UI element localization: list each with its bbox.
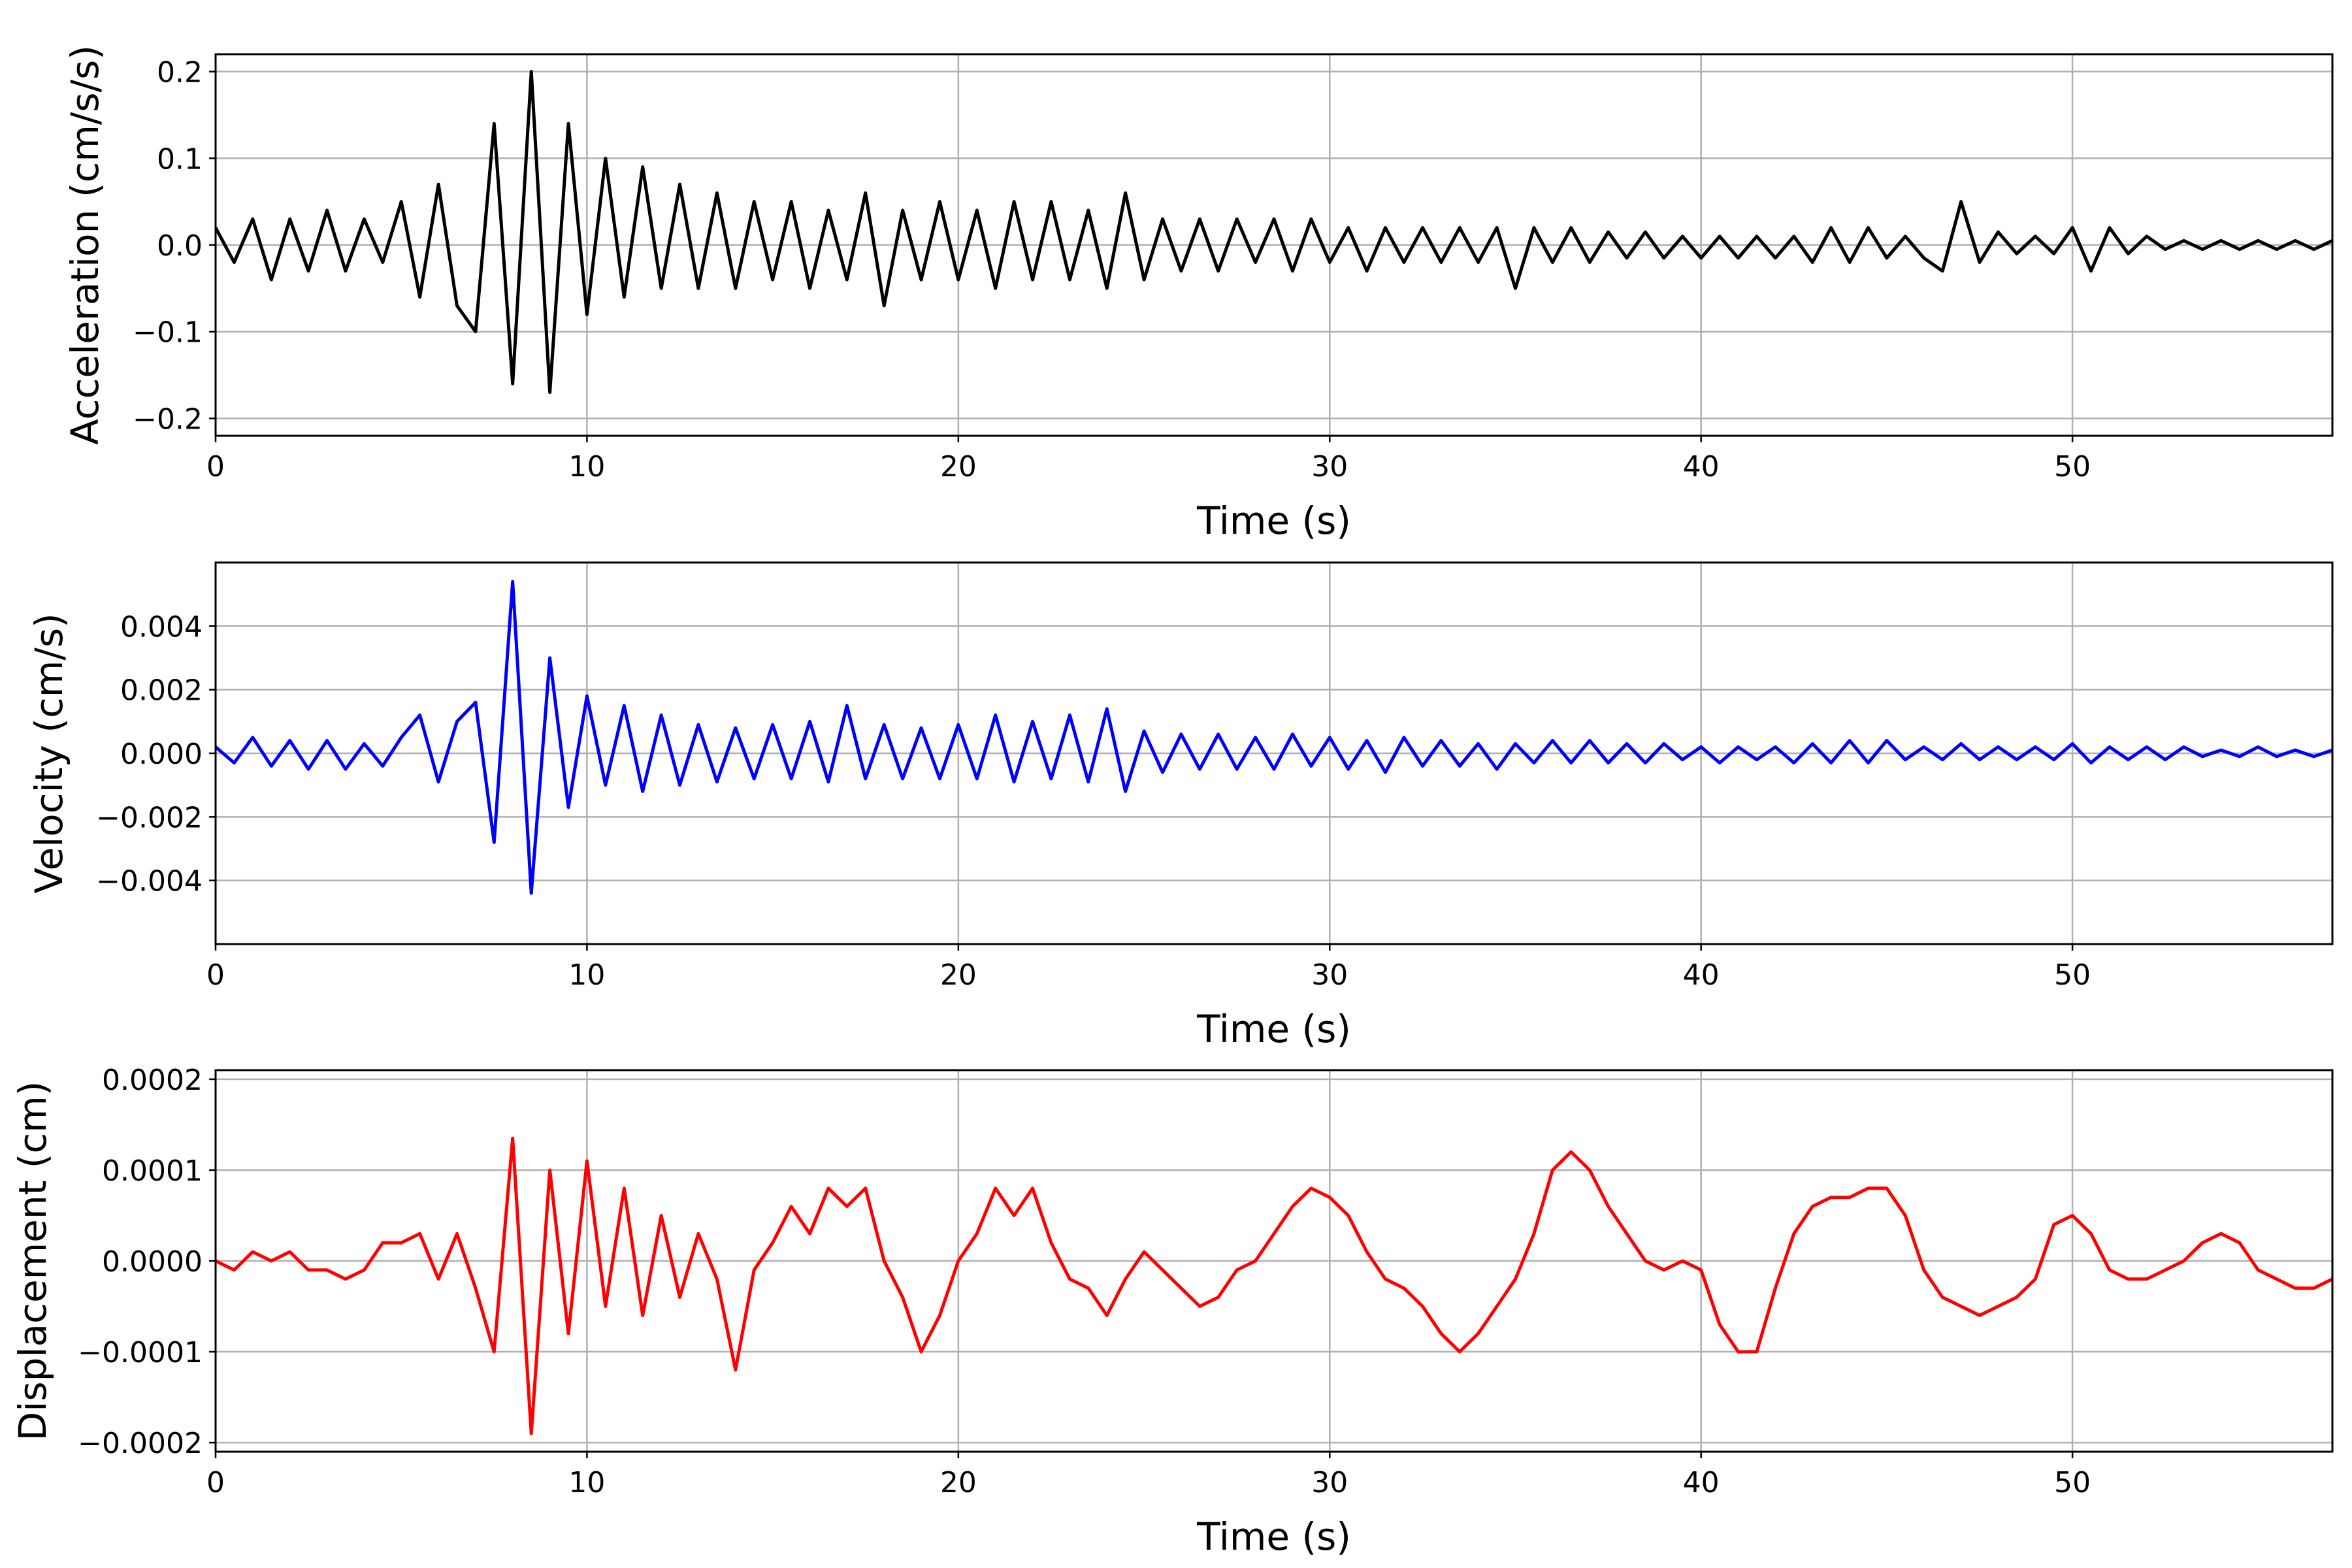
x-tick-label: 50: [2054, 958, 2091, 992]
y-tick-label: 0.1: [157, 142, 203, 176]
y-tick-label: −0.2: [133, 402, 203, 436]
y-tick-label: 0.0: [157, 229, 203, 263]
y-tick-label: −0.0001: [78, 1336, 203, 1369]
y-tick-label: 0.0002: [102, 1064, 203, 1097]
grid: [214, 1070, 2332, 1452]
x-tick-label: 0: [206, 1466, 225, 1499]
acceleration-panel: Time (s) Acceleration (cm/s/s) 0 10 20 30 40…: [63, 45, 2334, 543]
x-tick-label: 40: [1683, 450, 1720, 483]
y-tick-label: 0.000: [120, 738, 203, 771]
x-tick-label: 30: [1311, 1466, 1348, 1499]
x-tick-label: 50: [2054, 1466, 2091, 1499]
x-tick-label: 30: [1311, 450, 1348, 483]
x-axis-label: Time (s): [1196, 1514, 1351, 1559]
axes-frame: [214, 561, 2334, 945]
x-tick-label: 0: [206, 958, 225, 992]
x-tick-label: 10: [568, 1466, 605, 1499]
displacement-panel: Time (s) Displacement (cm) 0 10 20 30 40 50 −0…: [10, 1064, 2334, 1559]
series-line: [216, 70, 2332, 395]
grid: [214, 54, 2332, 436]
x-tick-label: 30: [1311, 958, 1348, 992]
y-tick-label: 0.0000: [102, 1245, 203, 1279]
y-tick-label: 0.002: [120, 674, 203, 708]
x-tick-label: 40: [1683, 958, 1720, 992]
grid: [214, 563, 2332, 944]
y-tick-label: 0.2: [157, 56, 203, 90]
series-line: [216, 580, 2332, 895]
x-tick-label: 10: [568, 450, 605, 483]
series-line: [216, 1136, 2332, 1435]
x-tick-label: 20: [940, 958, 977, 992]
x-tick-label: 10: [568, 958, 605, 992]
y-tick-label: 0.0001: [102, 1154, 203, 1188]
x-axis-label: Time (s): [1196, 1007, 1351, 1051]
x-tick-label: 20: [940, 1466, 977, 1499]
y-tick-label: −0.0002: [78, 1427, 203, 1460]
axes-frame: [214, 53, 2334, 437]
velocity-panel: Time (s) Velocity (cm/s) 0 10 20 30 40 50 −0.0…: [27, 561, 2334, 1051]
y-axis-label: Acceleration (cm/s/s): [63, 45, 107, 445]
y-axis-label: Velocity (cm/s): [27, 613, 71, 893]
y-axis-label: Displacement (cm): [10, 1081, 55, 1441]
x-tick-label: 20: [940, 450, 977, 483]
y-tick-label: −0.002: [96, 801, 203, 834]
y-tick-label: 0.004: [120, 610, 203, 644]
x-tick-label: 0: [206, 450, 225, 483]
x-tick-label: 50: [2054, 450, 2091, 483]
x-tick-label: 40: [1683, 1466, 1720, 1499]
axes-frame: [214, 1069, 2334, 1453]
y-tick-label: −0.1: [133, 316, 203, 350]
x-axis-label: Time (s): [1196, 498, 1351, 543]
y-tick-label: −0.004: [96, 865, 203, 898]
